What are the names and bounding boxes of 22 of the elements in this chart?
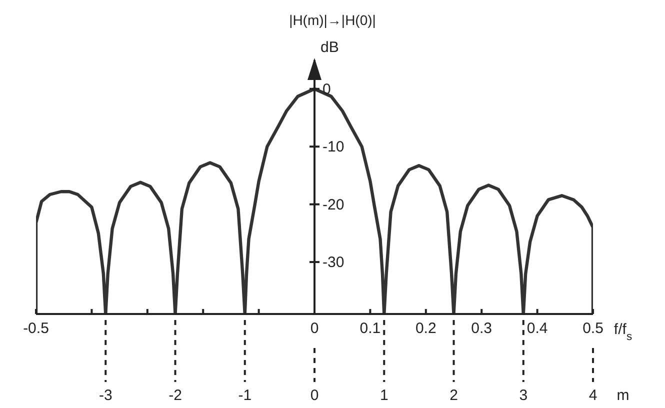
chart-title: |H(m)|→|H(0)| bbox=[288, 12, 377, 28]
x-tick-label: 0 bbox=[310, 320, 319, 337]
x2-tick-label: -2 bbox=[168, 387, 182, 404]
x2-tick-label: 4 bbox=[588, 387, 598, 404]
x2-tick-label: 0 bbox=[310, 387, 319, 404]
y-tick-label: -10 bbox=[322, 138, 344, 156]
x-tick-label: 0.3 bbox=[471, 320, 492, 337]
x-tick-label: 0.2 bbox=[415, 320, 436, 337]
x2-tick-label: 2 bbox=[450, 387, 458, 404]
x2-axis-title: m bbox=[616, 387, 630, 404]
x2-tick-label: -1 bbox=[238, 387, 252, 404]
x2-tick-label: 1 bbox=[380, 387, 388, 404]
y-tick-label: -30 bbox=[322, 254, 344, 272]
x-tick-label: -0.5 bbox=[23, 320, 49, 337]
x-axis-title: f/f$_{s}$ bbox=[614, 321, 632, 343]
x-tick-label: 0.1 bbox=[360, 320, 381, 337]
x2-tick-label: -3 bbox=[98, 387, 112, 404]
y-axis-title: dB bbox=[320, 39, 339, 56]
x-tick-label: 0.4 bbox=[526, 320, 548, 337]
x2-tick-label: 3 bbox=[519, 387, 528, 404]
y-tick-label: -20 bbox=[322, 196, 344, 214]
x-tick-label: 0.5 bbox=[582, 320, 604, 337]
